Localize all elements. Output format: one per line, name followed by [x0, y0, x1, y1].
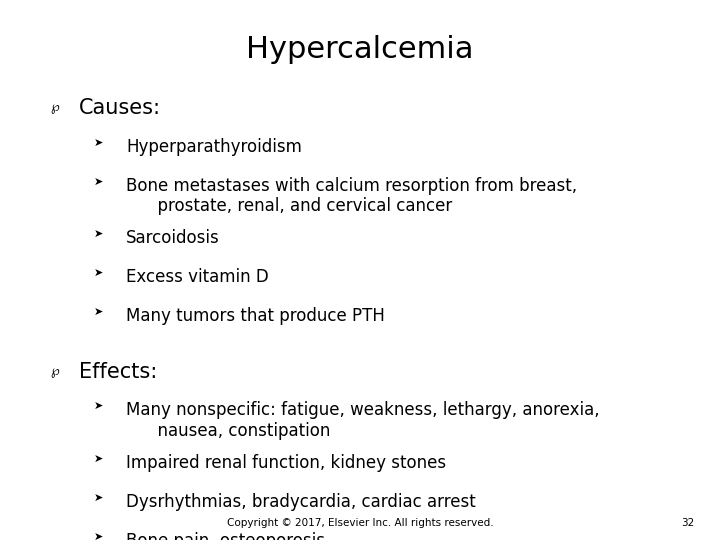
Text: ➤: ➤ [94, 177, 103, 187]
Text: Bone metastases with calcium resorption from breast,
      prostate, renal, and : Bone metastases with calcium resorption … [126, 177, 577, 215]
Text: ℘: ℘ [50, 365, 59, 378]
Text: ➤: ➤ [94, 531, 103, 540]
Text: 32: 32 [682, 518, 695, 528]
Text: ➤: ➤ [94, 268, 103, 278]
Text: Sarcoidosis: Sarcoidosis [126, 229, 220, 247]
Text: Hyperparathyroidism: Hyperparathyroidism [126, 138, 302, 156]
Text: Hypercalcemia: Hypercalcemia [246, 35, 474, 64]
Text: ➤: ➤ [94, 492, 103, 503]
Text: Many nonspecific: fatigue, weakness, lethargy, anorexia,
      nausea, constipat: Many nonspecific: fatigue, weakness, let… [126, 401, 600, 440]
Text: ➤: ➤ [94, 138, 103, 148]
Text: Many tumors that produce PTH: Many tumors that produce PTH [126, 307, 385, 325]
Text: ➤: ➤ [94, 454, 103, 464]
Text: Excess vitamin D: Excess vitamin D [126, 268, 269, 286]
Text: ➤: ➤ [94, 401, 103, 411]
Text: Impaired renal function, kidney stones: Impaired renal function, kidney stones [126, 454, 446, 472]
Text: Causes:: Causes: [79, 98, 161, 118]
Text: Dysrhythmias, bradycardia, cardiac arrest: Dysrhythmias, bradycardia, cardiac arres… [126, 492, 476, 511]
Text: Bone pain, osteoporosis: Bone pain, osteoporosis [126, 531, 325, 540]
Text: Copyright © 2017, Elsevier Inc. All rights reserved.: Copyright © 2017, Elsevier Inc. All righ… [227, 518, 493, 528]
Text: Effects:: Effects: [79, 362, 158, 382]
Text: ℘: ℘ [50, 102, 59, 114]
Text: ➤: ➤ [94, 307, 103, 317]
Text: ➤: ➤ [94, 229, 103, 239]
